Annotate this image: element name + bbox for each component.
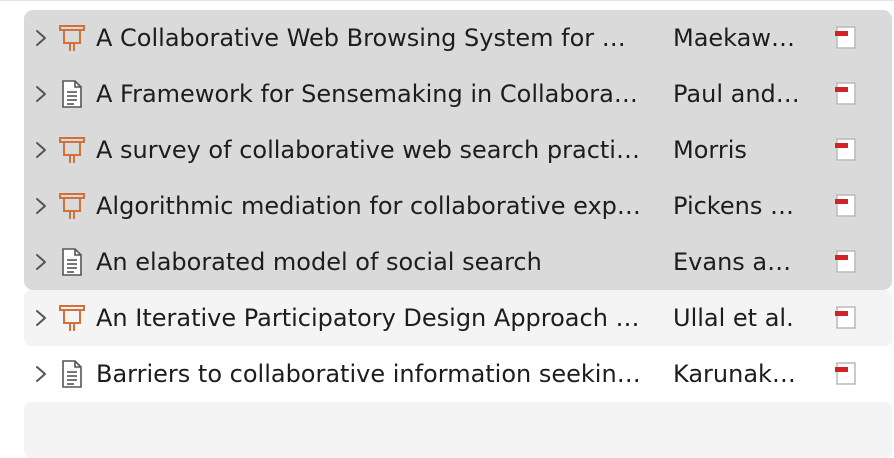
chevron-right-icon[interactable] (34, 365, 48, 383)
item-title: An Iterative Participatory Design Approa… (96, 304, 640, 332)
pdf-attachment-icon[interactable] (834, 192, 858, 218)
item-title: An elaborated model of social search (96, 248, 542, 276)
chevron-right-icon[interactable] (34, 309, 48, 327)
item-title: A Collaborative Web Browsing System for … (96, 24, 626, 52)
item-creator: Paul and… (673, 80, 800, 108)
list-item[interactable]: Algorithmic mediation for collaborative … (24, 178, 892, 234)
item-title: A Framework for Sensemaking in Collabora… (96, 80, 638, 108)
top-divider (0, 0, 894, 1)
list-item[interactable]: A Framework for Sensemaking in Collabora… (24, 66, 892, 122)
list-item[interactable]: Barriers to collaborative information se… (24, 346, 892, 402)
document-icon (62, 248, 82, 276)
list-item-partial[interactable] (24, 402, 892, 458)
chevron-right-icon[interactable] (34, 197, 48, 215)
presentation-icon (59, 193, 85, 219)
document-icon (62, 80, 82, 108)
pdf-attachment-icon[interactable] (834, 24, 858, 50)
item-title: A survey of collaborative web search pra… (96, 136, 640, 164)
items-list: A Collaborative Web Browsing System for … (24, 10, 892, 458)
selection-highlight (24, 10, 892, 290)
chevron-right-icon[interactable] (34, 141, 48, 159)
pdf-attachment-icon[interactable] (834, 136, 858, 162)
document-icon (62, 360, 82, 388)
list-item[interactable]: A survey of collaborative web search pra… (24, 122, 892, 178)
list-item[interactable]: An Iterative Participatory Design Approa… (24, 290, 892, 346)
pdf-attachment-icon[interactable] (834, 304, 858, 330)
item-creator: Ullal et al. (673, 304, 794, 332)
presentation-icon (59, 137, 85, 163)
list-item[interactable]: A Collaborative Web Browsing System for … (24, 10, 892, 66)
pdf-attachment-icon[interactable] (834, 248, 858, 274)
item-title: Barriers to collaborative information se… (96, 360, 641, 388)
chevron-right-icon[interactable] (34, 253, 48, 271)
list-item[interactable]: An elaborated model of social search Eva… (24, 234, 892, 290)
item-creator: Maekaw… (673, 24, 795, 52)
item-creator: Morris (673, 136, 747, 164)
chevron-right-icon[interactable] (34, 85, 48, 103)
item-creator: Evans a… (673, 248, 792, 276)
item-title: Algorithmic mediation for collaborative … (96, 192, 641, 220)
presentation-icon (59, 25, 85, 51)
presentation-icon (59, 305, 85, 331)
item-creator: Karunak… (673, 360, 796, 388)
item-creator: Pickens … (673, 192, 794, 220)
pdf-attachment-icon[interactable] (834, 360, 858, 386)
chevron-right-icon[interactable] (34, 29, 48, 47)
pdf-attachment-icon[interactable] (834, 80, 858, 106)
